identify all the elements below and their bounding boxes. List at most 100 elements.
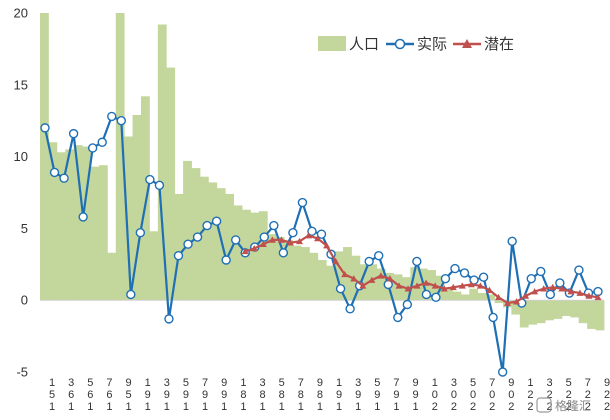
- population-bar: [82, 146, 91, 301]
- x-tick-label: 9: [508, 377, 514, 389]
- potential-point: [332, 257, 340, 265]
- x-tick-label: 9: [183, 389, 189, 401]
- potential-point: [359, 282, 367, 289]
- x-tick-label: 1: [145, 377, 151, 389]
- population-bar: [166, 67, 176, 301]
- x-tick-label: 1: [317, 401, 323, 413]
- population-bar: [65, 149, 75, 301]
- x-tick-label: 8: [317, 389, 323, 401]
- population-bar: [90, 166, 100, 301]
- population-bar: [561, 300, 571, 316]
- actual-point: [497, 367, 508, 377]
- x-tick-label: 2: [566, 389, 572, 401]
- potential-point: [449, 283, 457, 291]
- x-tick-label: 1: [336, 401, 342, 413]
- legend-swatch-population: [318, 36, 346, 51]
- actual-point: [364, 256, 374, 267]
- x-tick-label: 9: [221, 389, 227, 401]
- population-bar: [587, 300, 596, 329]
- x-tick-label: 9: [164, 389, 170, 401]
- population-bar: [309, 252, 319, 301]
- population-bar: [376, 268, 386, 301]
- population-bar: [469, 288, 479, 301]
- x-tick-label: 2: [604, 389, 610, 401]
- x-tick-label: 2: [604, 401, 610, 413]
- potential-point: [567, 288, 575, 295]
- actual-point: [49, 167, 60, 178]
- x-tick-label: 0: [470, 389, 476, 401]
- actual-point: [221, 255, 231, 265]
- x-tick-label: 5: [49, 389, 55, 401]
- actual-point: [421, 289, 432, 300]
- potential-point: [513, 298, 521, 305]
- y-tick-label: 0: [21, 293, 28, 308]
- population-bar: [570, 300, 580, 318]
- x-tick-label: 5: [87, 377, 93, 389]
- legend-label-potential: 潜在: [484, 36, 514, 53]
- population-bar: [486, 294, 495, 301]
- potential-point: [377, 272, 385, 279]
- population-bar: [460, 294, 470, 301]
- watermark-text: 格隆汇: [555, 398, 591, 413]
- legend: 人口 实际 潜在: [318, 36, 514, 53]
- population-bar: [536, 300, 546, 324]
- x-tick-label: 5: [279, 377, 285, 389]
- population-bar: [225, 193, 235, 301]
- y-tick-label: 10: [14, 149, 28, 164]
- x-tick-label: 9: [413, 389, 419, 401]
- actual-point: [154, 180, 165, 191]
- actual-point: [68, 128, 79, 139]
- actual-point: [335, 284, 346, 294]
- potential-point: [250, 245, 258, 252]
- potential-point: [458, 282, 466, 289]
- x-tick-label: 2: [470, 401, 476, 413]
- x-tick-label: 1: [374, 401, 380, 413]
- y-tick-label: 15: [14, 77, 28, 92]
- potential-point: [286, 239, 294, 246]
- x-tick-label: 1: [49, 401, 55, 413]
- x-tick-label: 3: [355, 377, 361, 389]
- x-tick-label: 1: [279, 401, 285, 413]
- x-tick-label: 7: [393, 377, 399, 389]
- population-bar: [73, 145, 83, 301]
- x-tick-label: 2: [566, 401, 572, 413]
- x-tick-label: 1: [202, 401, 208, 413]
- population-bar: [359, 264, 369, 301]
- potential-point: [341, 270, 349, 278]
- population-bar: [444, 288, 453, 301]
- x-tick-label: 0: [432, 389, 438, 401]
- actual-point: [59, 173, 69, 183]
- actual-point: [87, 143, 98, 153]
- x-tick-label: 1: [106, 401, 112, 413]
- population-bar: [233, 205, 243, 301]
- x-tick-label: 8: [240, 389, 246, 401]
- population-bar: [48, 142, 58, 301]
- y-tick-label: 20: [14, 6, 28, 21]
- potential-point: [504, 299, 512, 306]
- x-tick-label: 1: [68, 401, 74, 413]
- potential-point: [259, 240, 267, 247]
- x-tick-label: 2: [489, 401, 495, 413]
- actual-point: [431, 292, 441, 303]
- population-bar: [292, 245, 302, 301]
- potential-point: [241, 247, 249, 255]
- actual-point: [402, 299, 413, 310]
- population-bar: [157, 24, 167, 301]
- population-bar: [267, 234, 277, 301]
- actual-point: [202, 220, 212, 231]
- actual-point: [374, 250, 384, 261]
- x-axis-ticks: 1513615617619511913915917919911813815817…: [49, 377, 610, 413]
- x-tick-label: 2: [527, 401, 533, 413]
- actual-point: [40, 123, 50, 133]
- x-tick-label: 0: [451, 389, 457, 401]
- x-tick-label: 1: [432, 377, 438, 389]
- actual-point: [450, 263, 460, 274]
- x-tick-label: 1: [336, 377, 342, 389]
- x-tick-label: 1: [221, 401, 227, 413]
- population-bar: [208, 182, 218, 301]
- population-bar: [250, 212, 260, 301]
- potential-point: [558, 285, 566, 292]
- potential-point: [476, 282, 484, 289]
- population-bar: [410, 267, 420, 301]
- potential-point: [422, 279, 430, 286]
